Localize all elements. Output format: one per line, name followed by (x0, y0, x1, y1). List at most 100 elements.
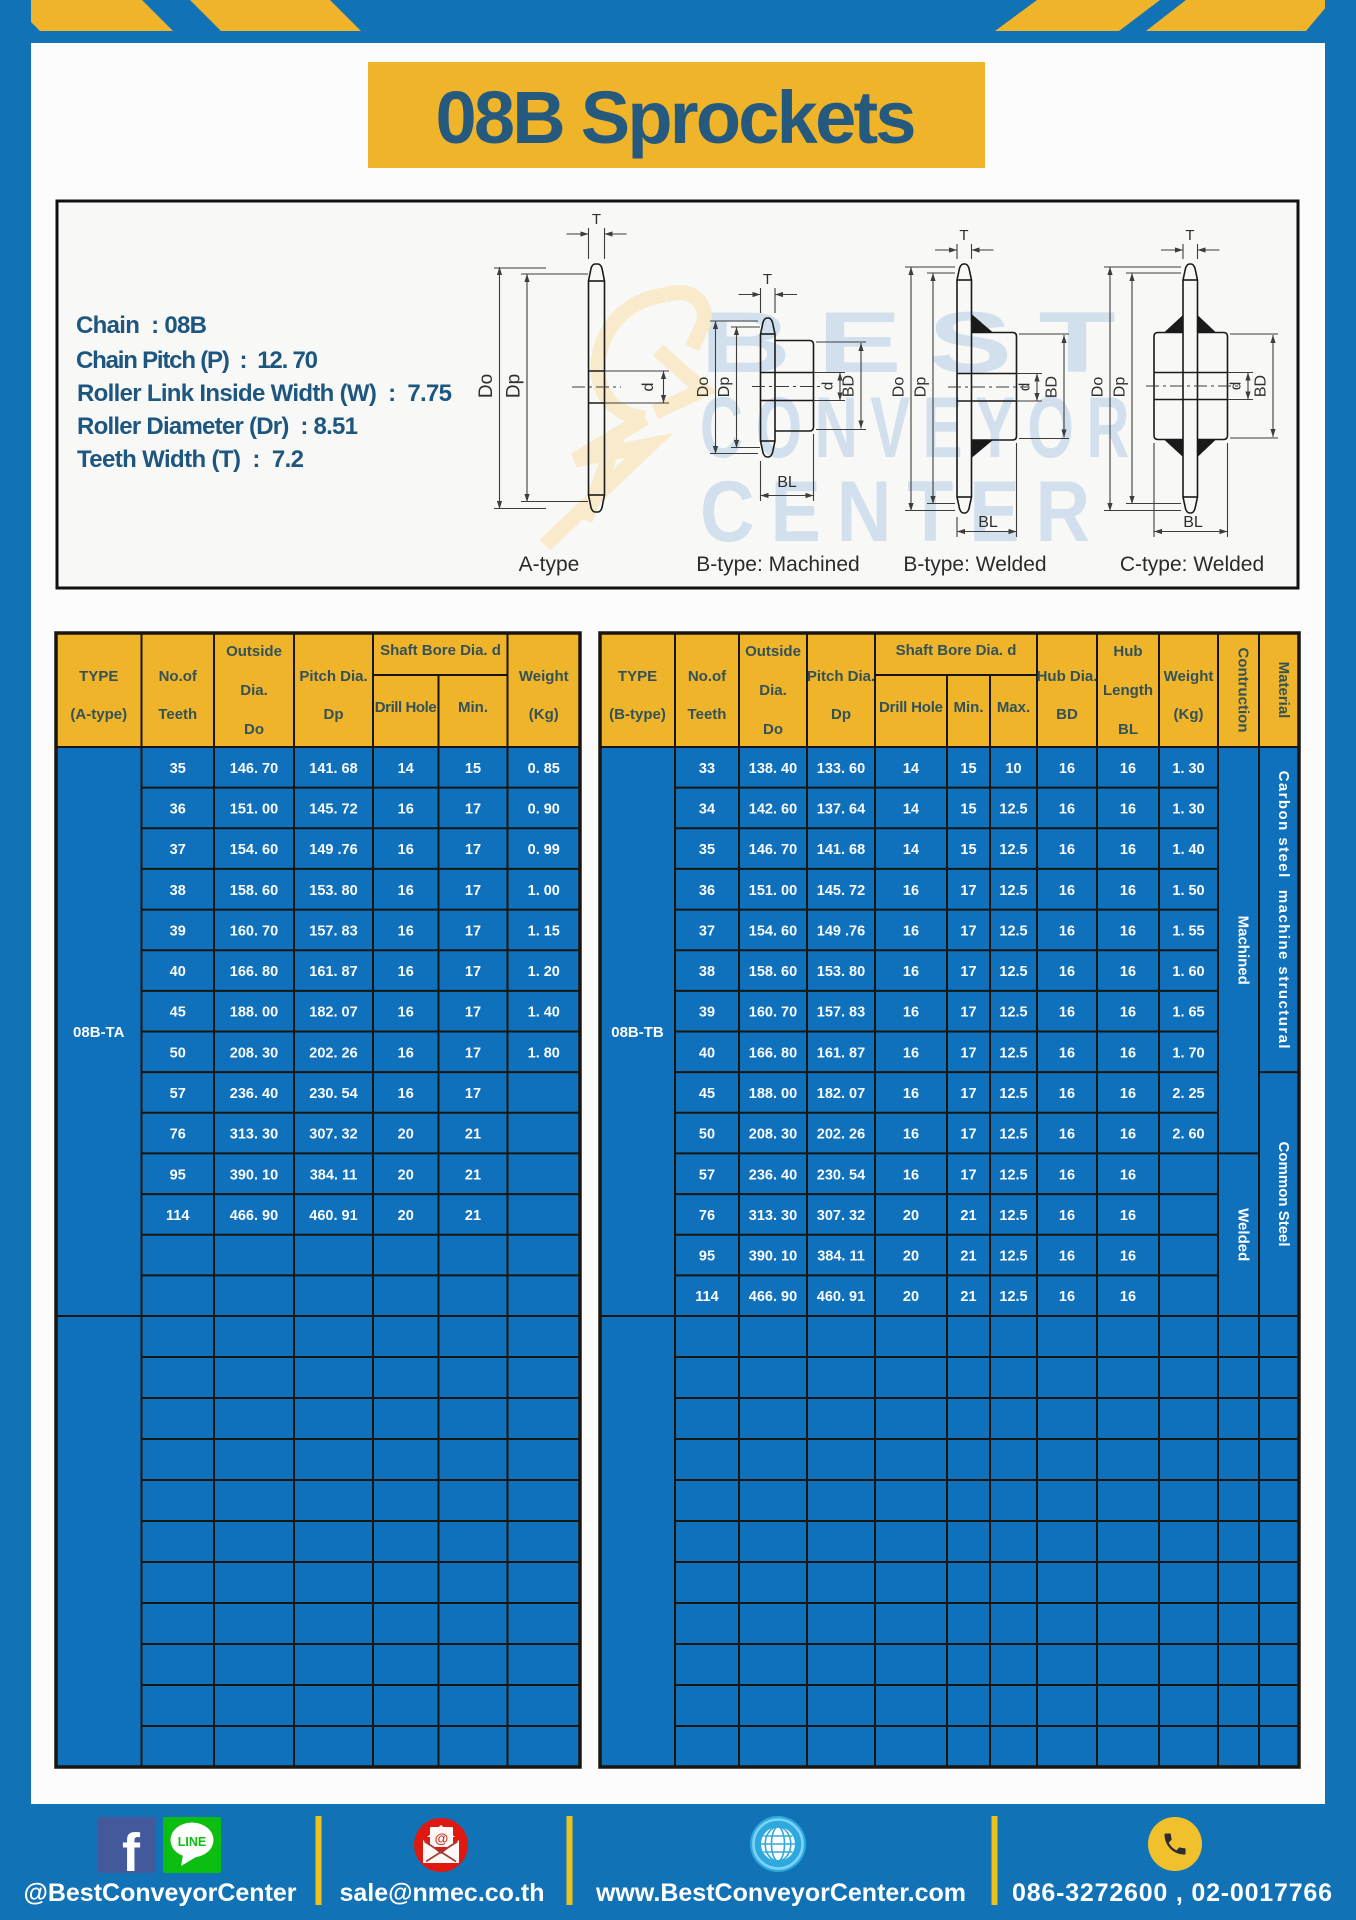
svg-text:188. 00: 188. 00 (230, 1005, 278, 1021)
svg-text:154. 60: 154. 60 (230, 842, 278, 858)
svg-text:A-type: A-type (519, 553, 580, 576)
svg-text:12.5: 12.5 (999, 1045, 1027, 1061)
svg-text:C-type: Welded: C-type: Welded (1120, 553, 1264, 576)
svg-text:CONVEYOR: CONVEYOR (700, 380, 1142, 476)
svg-text:133. 60: 133. 60 (817, 761, 865, 777)
svg-text:16: 16 (1120, 923, 1136, 939)
svg-text:1. 60: 1. 60 (1172, 964, 1204, 980)
svg-text:BD: BD (1044, 376, 1061, 398)
svg-text:LINE: LINE (178, 1835, 206, 1849)
svg-text:161. 87: 161. 87 (309, 964, 357, 980)
svg-text:151. 00: 151. 00 (230, 801, 278, 817)
svg-text:0. 99: 0. 99 (528, 842, 560, 858)
svg-text:Do: Do (763, 721, 783, 738)
svg-text:Do: Do (891, 377, 908, 398)
svg-text:16: 16 (1059, 883, 1075, 899)
svg-text:17: 17 (960, 1086, 976, 1102)
svg-text:Chain : 08B: Chain : 08B (76, 312, 207, 339)
svg-text:BD: BD (841, 375, 858, 397)
svg-text:16: 16 (1120, 1167, 1136, 1183)
svg-text:17: 17 (465, 842, 481, 858)
svg-text:Teeth: Teeth (688, 706, 727, 723)
svg-text:TYPE: TYPE (618, 668, 657, 685)
svg-text:17: 17 (960, 1045, 976, 1061)
svg-text:17: 17 (960, 1127, 976, 1143)
svg-text:137. 64: 137. 64 (817, 801, 865, 817)
svg-text:17: 17 (465, 923, 481, 939)
svg-text:12.5: 12.5 (999, 801, 1027, 817)
svg-text:Do: Do (244, 721, 264, 738)
svg-text:Weight: Weight (519, 668, 569, 685)
svg-text:37: 37 (170, 842, 186, 858)
svg-text:50: 50 (170, 1045, 186, 1061)
svg-text:16: 16 (1120, 1208, 1136, 1224)
svg-text:16: 16 (903, 1127, 919, 1143)
svg-text:20: 20 (398, 1167, 414, 1183)
svg-text:153. 80: 153. 80 (309, 883, 357, 899)
svg-text:(Kg): (Kg) (1174, 706, 1204, 723)
svg-text:146. 70: 146. 70 (230, 761, 278, 777)
svg-text:16: 16 (1120, 1249, 1136, 1265)
svg-text:T: T (959, 227, 968, 244)
svg-text:16: 16 (1120, 801, 1136, 817)
svg-text:d: d (640, 383, 657, 392)
svg-text:1. 20: 1. 20 (528, 964, 560, 980)
svg-text:BD: BD (1253, 375, 1270, 397)
svg-text:d: d (1228, 382, 1245, 390)
svg-text:142. 60: 142. 60 (749, 801, 797, 817)
svg-text:Pitch Dia.: Pitch Dia. (807, 668, 875, 685)
svg-text:sale@nmec.co.th: sale@nmec.co.th (339, 1879, 544, 1907)
svg-text:Dp: Dp (1112, 377, 1129, 398)
svg-text:76: 76 (699, 1208, 715, 1224)
svg-text:17: 17 (465, 964, 481, 980)
svg-text:160. 70: 160. 70 (749, 1005, 797, 1021)
svg-text:Roller Diameter (Dr) : 8.51: Roller Diameter (Dr) : 8.51 (77, 413, 358, 440)
svg-text:16: 16 (1059, 1005, 1075, 1021)
svg-text:Do: Do (695, 377, 712, 398)
svg-text:149 .76: 149 .76 (309, 842, 357, 858)
svg-text:Roller Link Inside Width (W): Roller Link Inside Width (W) : 7.75 (77, 380, 452, 407)
svg-text:12.5: 12.5 (999, 1127, 1027, 1143)
svg-text:16: 16 (1059, 1289, 1075, 1305)
svg-text:146. 70: 146. 70 (749, 842, 797, 858)
svg-text:384. 11: 384. 11 (310, 1167, 358, 1183)
svg-text:307. 32: 307. 32 (309, 1127, 357, 1143)
svg-text:16: 16 (1120, 883, 1136, 899)
svg-text:149 .76: 149 .76 (817, 923, 865, 939)
svg-text:141. 68: 141. 68 (817, 842, 865, 858)
svg-text:Dp: Dp (324, 706, 344, 723)
svg-text:208. 30: 208. 30 (749, 1127, 797, 1143)
svg-text:15: 15 (960, 842, 976, 858)
svg-text:No.of: No.of (688, 668, 727, 685)
svg-text:Common Steel: Common Steel (1275, 1142, 1292, 1247)
svg-text:Dp: Dp (913, 377, 930, 398)
svg-text:202. 26: 202. 26 (817, 1127, 865, 1143)
svg-text:16: 16 (1120, 1086, 1136, 1102)
svg-text:1. 40: 1. 40 (1172, 842, 1204, 858)
svg-text:0. 85: 0. 85 (528, 761, 560, 777)
svg-text:Max.: Max. (997, 699, 1030, 716)
svg-text:Weight: Weight (1164, 668, 1214, 685)
svg-text:Min.: Min. (458, 699, 488, 716)
svg-text:0. 90: 0. 90 (528, 801, 560, 817)
svg-text:Do: Do (476, 374, 497, 398)
svg-text:(A-type): (A-type) (70, 706, 127, 723)
svg-text:20: 20 (398, 1208, 414, 1224)
svg-text:16: 16 (398, 1045, 414, 1061)
svg-text:17: 17 (960, 1005, 976, 1021)
svg-text:16: 16 (903, 1045, 919, 1061)
svg-text:76: 76 (170, 1127, 186, 1143)
svg-text:95: 95 (170, 1167, 186, 1183)
svg-text:236. 40: 236. 40 (230, 1086, 278, 1102)
svg-text:12.5: 12.5 (999, 842, 1027, 858)
svg-text:Dp: Dp (504, 374, 525, 398)
svg-text:21: 21 (960, 1208, 976, 1224)
svg-text:17: 17 (465, 1045, 481, 1061)
svg-text:188. 00: 188. 00 (749, 1086, 797, 1102)
svg-text:36: 36 (699, 883, 715, 899)
svg-text:T: T (1185, 227, 1194, 244)
svg-text:230. 54: 230. 54 (309, 1086, 357, 1102)
svg-text:16: 16 (398, 801, 414, 817)
svg-text:16: 16 (1120, 964, 1136, 980)
svg-text:08B Sprockets: 08B Sprockets (436, 76, 917, 159)
